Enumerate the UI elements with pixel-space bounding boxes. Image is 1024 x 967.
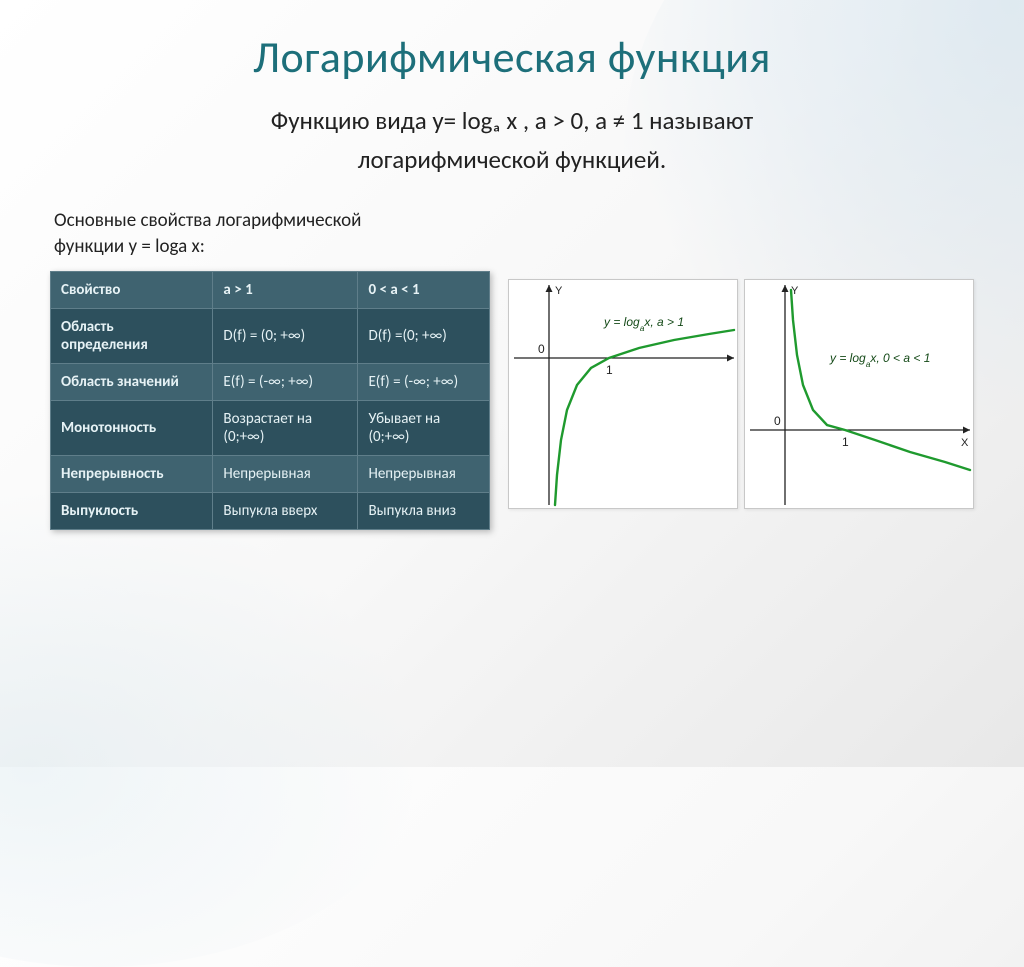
log-chart-a-lt-1: 01YXy = logax, 0 < a < 1 (744, 279, 974, 509)
charts-container: 01Yy = logax, a > 1 01YXy = logax, 0 < a… (508, 271, 974, 509)
properties-table: Свойство a > 1 0 < a < 1 Область определ… (50, 271, 490, 530)
prop-value: Непрерывная (213, 455, 358, 492)
svg-text:0: 0 (538, 342, 545, 356)
prop-value: D(f) = (0; +∞) (213, 308, 358, 363)
prop-name: Монотонность (51, 400, 213, 455)
table-header-row: Свойство a > 1 0 < a < 1 (51, 271, 490, 308)
header-a-lt-1: 0 < a < 1 (358, 271, 490, 308)
svg-text:Y: Y (555, 285, 563, 297)
prop-name: Выпуклость (51, 492, 213, 529)
prop-value: Убывает на (0;+∞) (358, 400, 490, 455)
prop-name: Область определения (51, 308, 213, 363)
prop-name: Область значений (51, 363, 213, 400)
definition-line1: Функцию вида y= logₐ x , a > 0, a ≠ 1 на… (271, 105, 753, 136)
prop-value: D(f) =(0; +∞) (358, 308, 490, 363)
slide-container: Логарифмическая функция Функцию вида y= … (0, 0, 1024, 767)
svg-text:0: 0 (774, 414, 781, 428)
slide-title: Логарифмическая функция (50, 30, 974, 84)
prop-value: E(f) = (-∞; +∞) (213, 363, 358, 400)
table-row: Непрерывность Непрерывная Непрерывная (51, 455, 490, 492)
table-row: Монотонность Возрастает на (0;+∞) Убывае… (51, 400, 490, 455)
prop-value: Выпукла вниз (358, 492, 490, 529)
svg-text:1: 1 (842, 435, 849, 449)
subheading-line1: Основные свойства логарифмической (54, 209, 361, 232)
content-row: Свойство a > 1 0 < a < 1 Область определ… (50, 271, 974, 530)
properties-subheading: Основные свойства логарифмической функци… (54, 208, 974, 261)
prop-name: Непрерывность (51, 455, 213, 492)
subheading-line2: функции y = loga x: (54, 235, 205, 258)
definition-text: Функцию вида y= logₐ x , a > 0, a ≠ 1 на… (80, 102, 944, 180)
header-a-gt-1: a > 1 (213, 271, 358, 308)
table-row: Область определения D(f) = (0; +∞) D(f) … (51, 308, 490, 363)
header-property: Свойство (51, 271, 213, 308)
prop-value: E(f) = (-∞; +∞) (358, 363, 490, 400)
table-row: Область значений E(f) = (-∞; +∞) E(f) = … (51, 363, 490, 400)
log-chart-a-gt-1: 01Yy = logax, a > 1 (508, 279, 738, 509)
prop-value: Непрерывная (358, 455, 490, 492)
definition-line2: логарифмической функцией. (358, 144, 666, 175)
prop-value: Выпукла вверх (213, 492, 358, 529)
prop-value: Возрастает на (0;+∞) (213, 400, 358, 455)
svg-text:X: X (961, 437, 969, 449)
svg-text:1: 1 (606, 363, 613, 377)
table-row: Выпуклость Выпукла вверх Выпукла вниз (51, 492, 490, 529)
